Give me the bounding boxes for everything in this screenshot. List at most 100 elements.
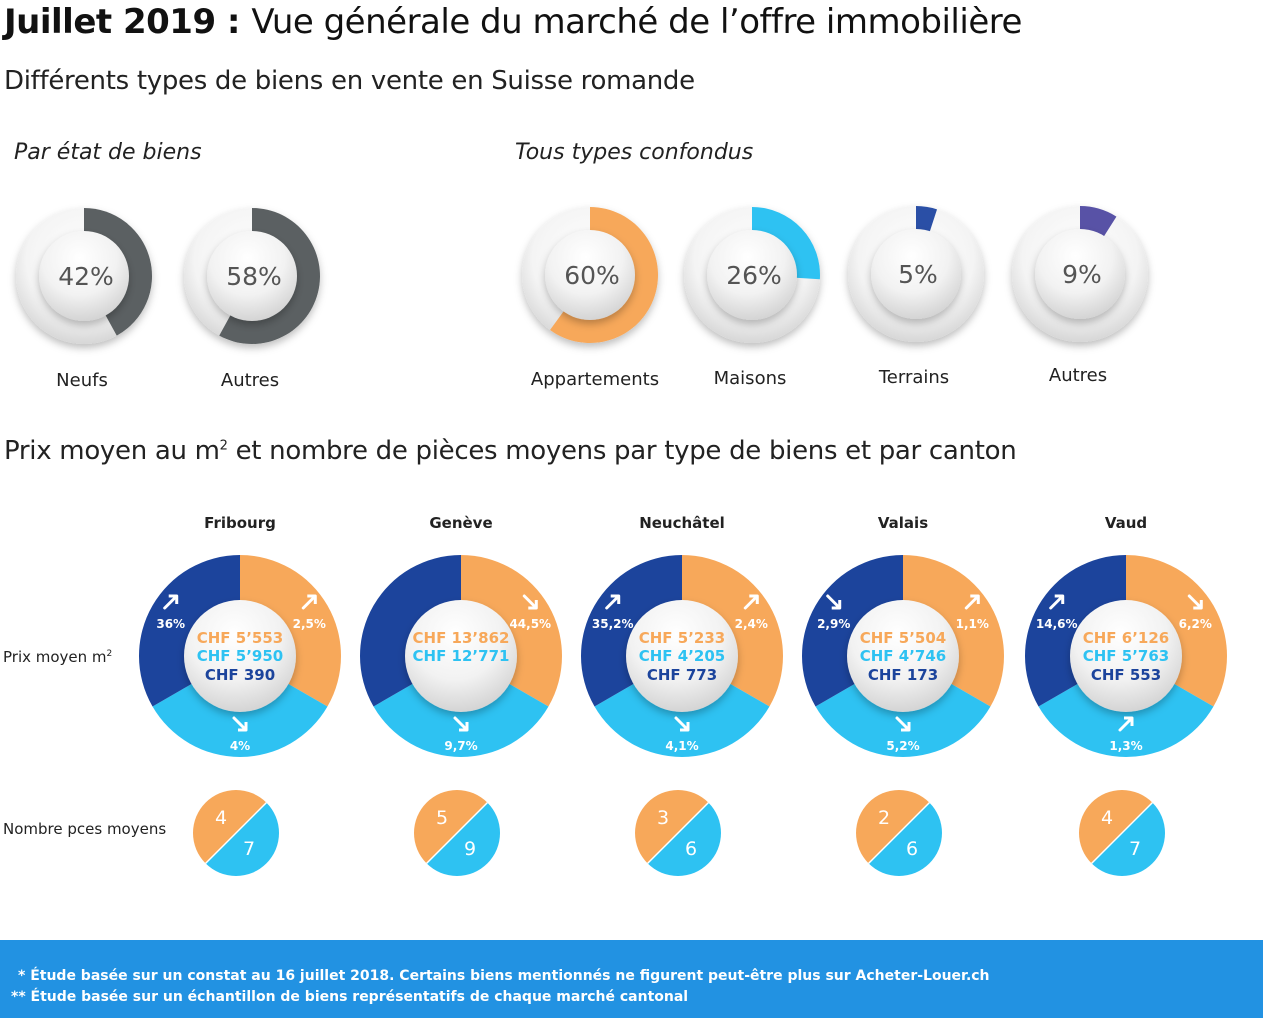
rooms-divider — [868, 802, 930, 864]
section2-title-suffix: et nombre de pièces moyens par type de b… — [227, 436, 1017, 466]
title-text: Vue générale du marché de l’offre immobi… — [251, 2, 1022, 42]
price-value-maisons: CHF 5’763 — [1083, 647, 1169, 665]
rooms-appartements-half — [856, 790, 930, 864]
arrow-head — [307, 594, 317, 604]
arrow-shaft — [453, 716, 468, 731]
arrow-shaft — [895, 716, 910, 731]
rooms-maisons-half — [205, 802, 280, 877]
price-value-terrains: CHF 553 — [1091, 666, 1161, 684]
change-value-maisons: 1,3% — [1109, 739, 1142, 753]
change-value-terrains: 35,2% — [592, 617, 634, 631]
change-value-maisons: 5,2% — [886, 739, 919, 753]
title-date: Juillet 2019 : — [4, 2, 241, 42]
price-value-maisons: CHF 4’205 — [639, 647, 725, 665]
price-center — [405, 600, 517, 712]
change-value-appartements: 6,2% — [1179, 617, 1212, 631]
price-center — [1070, 600, 1182, 712]
trend-up-icon — [301, 594, 317, 610]
donut-tous-types-confondus-autres: 9% Autres — [1012, 206, 1148, 386]
change-value-appartements: 44,5% — [509, 617, 551, 631]
canton-name: Neuchâtel — [639, 514, 725, 532]
price-value-maisons: CHF 12’771 — [413, 647, 510, 665]
trend-up-icon — [1049, 594, 1065, 610]
label-par-etat: Par état de biens — [14, 140, 202, 165]
change-value-maisons: 4,1% — [665, 739, 698, 753]
donut-center — [207, 231, 297, 321]
arrow-head — [680, 722, 690, 732]
rooms-maisons-half — [868, 802, 942, 876]
donut-category-label: Maisons — [714, 368, 787, 389]
arrow-shaft — [1118, 717, 1133, 732]
rooms-maisons-value: 6 — [685, 838, 697, 860]
rooms-appartements-value: 4 — [1101, 807, 1113, 829]
rooms-maisons-half — [1091, 802, 1166, 877]
charts-canvas: 42% Neufs 58% Autres 60% Appartements 26% Maiso… — [16, 206, 1228, 877]
row-label-pieces: Nombre pces moyens — [3, 820, 167, 838]
donut-value-label: 9% — [1062, 260, 1102, 289]
canton-name: Valais — [878, 514, 928, 532]
rooms-appartements-value: 4 — [215, 807, 227, 829]
row-label-prix: Prix moyen m2 — [3, 648, 112, 666]
price-value-terrains: CHF 173 — [868, 666, 938, 684]
donut-category-label: Autres — [1049, 365, 1107, 386]
rooms-appartements-half — [635, 790, 709, 864]
donut-tous-types-confondus-maisons: 26% Maisons — [684, 207, 821, 389]
donut-value-label: 60% — [564, 261, 620, 290]
arrow-head — [168, 594, 179, 604]
footer-notes: * Étude basée sur un constat au 16 juill… — [0, 940, 1263, 1018]
section2-title-prefix: Prix moyen au m — [4, 436, 220, 466]
donut-center — [871, 229, 961, 319]
change-value-maisons: 9,7% — [444, 739, 477, 753]
rooms-appartements-half — [192, 789, 267, 864]
arrow-head — [1124, 716, 1134, 726]
rooms-divider — [426, 802, 488, 864]
arrow-shaft — [1187, 594, 1202, 609]
arrow-shaft — [1049, 595, 1064, 610]
trend-up-icon — [1118, 716, 1134, 732]
change-value-terrains: 2,9% — [817, 617, 850, 631]
change-value-terrains: 14,6% — [1036, 617, 1078, 631]
arrow-head — [749, 594, 759, 604]
price-value-appartements: CHF 5’504 — [860, 629, 946, 647]
footer-note-2: ** Étude basée sur un échantillon de bie… — [11, 989, 689, 1005]
price-center — [184, 600, 296, 712]
trend-down-icon — [232, 716, 248, 732]
donut-center — [545, 230, 635, 320]
change-value-appartements: 2,4% — [735, 617, 768, 631]
donut-value-label: 42% — [58, 262, 114, 291]
donut-par-etat-de-biens-autres: 58% Autres — [184, 208, 320, 391]
arrow-head — [610, 594, 621, 604]
arrow-head — [238, 722, 248, 732]
rooms-divider — [647, 802, 709, 864]
change-value-terrains: 36% — [156, 617, 185, 631]
canton-name: Genève — [429, 514, 492, 532]
change-value-appartements: 1,1% — [956, 617, 989, 631]
arrow-shaft — [674, 716, 689, 731]
rooms-maisons-half — [647, 802, 721, 876]
rooms-maisons-value: 7 — [1129, 838, 1141, 860]
price-center — [847, 600, 959, 712]
page-title: Juillet 2019 : Vue générale du marché de… — [4, 2, 1022, 42]
arrow-head — [528, 600, 538, 610]
price-value-appartements: CHF 5’233 — [639, 629, 725, 647]
rooms-maisons-value: 7 — [243, 838, 255, 860]
price-value-terrains: CHF 390 — [205, 666, 275, 684]
label-tous-types: Tous types confondus — [515, 140, 754, 165]
arrow-head — [831, 600, 842, 610]
trend-down-icon — [453, 716, 469, 732]
price-center — [626, 600, 738, 712]
trend-down-icon — [895, 716, 911, 732]
donut-par-etat-de-biens-neufs: 42% Neufs — [16, 208, 153, 391]
trend-down-icon — [522, 594, 538, 610]
donut-value-label: 5% — [898, 260, 938, 289]
price-value-appartements: CHF 6’126 — [1083, 629, 1169, 647]
arrow-shaft — [605, 595, 620, 610]
price-value-appartements: CHF 5’553 — [197, 629, 283, 647]
trend-down-icon — [1187, 594, 1203, 610]
rooms-appartements-value: 2 — [878, 807, 890, 829]
